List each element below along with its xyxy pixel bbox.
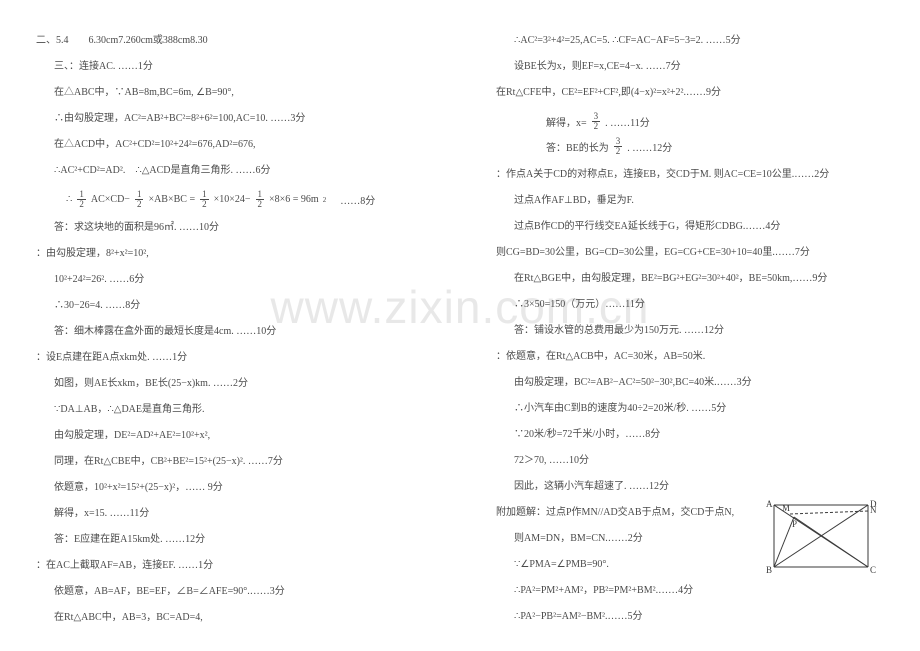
text-line: 在Rt△BGE中，由勾股定理，BE²=BG²+EG²=30²+40²，BE=50… [496, 266, 892, 292]
text-line: 三、：连接AC. ……1分 [36, 54, 432, 80]
formula-text: ∴ [66, 194, 72, 205]
formula-text: ×8×6 = 96m [269, 194, 319, 205]
fraction: 32 [592, 112, 601, 131]
text-line: ∴30−26=4. ……8分 [36, 293, 432, 319]
formula-text: AC×CD− [91, 194, 130, 205]
text-line: 过点A作AF⊥BD，垂足为F. [496, 188, 892, 214]
text-line: 依题意，10²+x²=15²+(25−x)²，…… 9分 [36, 475, 432, 501]
text-line: 在△ACD中，AC²+CD²=10²+24²=676,AD²=676, [36, 132, 432, 158]
right-column: ∴AC²=3²+4²=25,AC=5. ∴CF=AC−AF=5−3=2. ……5… [460, 0, 920, 651]
text-line: ：在AC上截取AF=AB，连接EF. ……1分 [36, 553, 432, 579]
text-line: ：依题意，在Rt△ACB中，AC=30米，AB=50米. [496, 344, 892, 370]
formula-text: ×AB×BC = [148, 194, 195, 205]
text-line: ：作点A关于CD的对称点E，连接EB，交CD于M. 则AC=CE=10公里.……… [496, 162, 892, 188]
text-line: 如图，则AE长xkm，BE长(25−x)km. ……2分 [36, 371, 432, 397]
text-line: ∴PA²−PB²=AM²−BM².……5分 [496, 604, 892, 630]
formula-text: ×10×24− [214, 194, 251, 205]
superscript: 2 [323, 196, 327, 204]
text-line: 由勾股定理，DE²=AD²+AE²=10²+x², [36, 423, 432, 449]
text-line: 答：细木棒露在盒外面的最短长度是4cm. ……10分 [36, 319, 432, 345]
text-line: 则CG=BD=30公里，BG=CD=30公里，EG=CG+CE=30+10=40… [496, 240, 892, 266]
page-columns: 二、5.4 6.30cm7.260cm或388cm8.30三、：连接AC. ……… [0, 0, 920, 651]
text-line: ∵DA⊥AB，∴△DAE是直角三角形. [36, 397, 432, 423]
text-line: ∵∠PMA=∠PMB=90°. [496, 552, 892, 578]
fraction: 12 [77, 190, 86, 209]
text-line: 在△ABC中，∵AB=8m,BC=6m, ∠B=90°, [36, 80, 432, 106]
text-line: 同理，在Rt△CBE中，CB²+BE²=15²+(25−x)². ……7分 [36, 449, 432, 475]
text-line: 答：E应建在距A15km处. ……12分 [36, 527, 432, 553]
text-line: ∴小汽车由C到B的速度为40÷2=20米/秒. ……5分 [496, 396, 892, 422]
text-line: 过点B作CD的平行线交EA延长线于G，得矩形CDBG.……4分 [496, 214, 892, 240]
formula-text: . ……11分 [605, 114, 650, 129]
text-line: 则AM=DN，BM=CN.……2分 [496, 526, 892, 552]
formula-text: 答：BE的长为 [526, 139, 609, 154]
text-line: 依题意，AB=AF，BE=EF，∠B=∠AFE=90°.……3分 [36, 579, 432, 605]
fraction: 12 [135, 190, 144, 209]
fraction: 12 [256, 190, 265, 209]
fraction: 32 [614, 137, 623, 156]
text-line: 答：求这块地的面积是96㎡. ……10分 [36, 215, 432, 241]
text-line: 在Rt△CFE中，CE²=EF²+CF²,即(4−x)²=x²+2².……9分 [496, 80, 892, 106]
text-line: 设BE长为x，则EF=x,CE=4−x. ……7分 [496, 54, 892, 80]
formula-line: 答：BE的长为 32 . ……12分 [526, 137, 892, 156]
text-line: 因此，这辆小汽车超速了. ……12分 [496, 474, 892, 500]
text-line: ∴3×50=150（万元）……11分 [496, 292, 892, 318]
formula-line: 解得，x= 32 . ……11分 [526, 112, 892, 131]
text-line: ∴由勾股定理，AC²=AB²+BC²=8²+6²=100,AC=10. ……3分 [36, 106, 432, 132]
text-line: ∵20米/秒=72千米/小时，……8分 [496, 422, 892, 448]
text-line: 10²+24²=26². ……6分 [36, 267, 432, 293]
formula-text: . ……12分 [627, 139, 672, 154]
text-line: 附加题解：过点P作MN//AD交AB于点M，交CD于点N, [496, 500, 892, 526]
text-line: 二、5.4 6.30cm7.260cm或388cm8.30 [36, 28, 432, 54]
text-line: 解得，x=15. ……11分 [36, 501, 432, 527]
formula-text: ……8分 [330, 192, 375, 207]
formula-text: 解得，x= [526, 114, 587, 129]
formula-line: ∴ 12 AC×CD− 12 ×AB×BC = 12 ×10×24− 12 ×8×6 = 96m… [66, 190, 432, 209]
text-line: ∴AC²=3²+4²=25,AC=5. ∴CF=AC−AF=5−3=2. ……5… [496, 28, 892, 54]
text-line: 72＞70, ……10分 [496, 448, 892, 474]
text-line: 在Rt△ABC中，AB=3，BC=AD=4, [36, 605, 432, 631]
text-line: ∴AC²+CD²=AD². ∴△ACD是直角三角形. ……6分 [36, 158, 432, 184]
fraction: 12 [200, 190, 209, 209]
left-column: 二、5.4 6.30cm7.260cm或388cm8.30三、：连接AC. ……… [0, 0, 460, 651]
text-line: 答：铺设水管的总费用最少为150万元. ……12分 [496, 318, 892, 344]
text-line: ：设E点建在距A点xkm处. ……1分 [36, 345, 432, 371]
text-line: ∴PA²=PM²+AM²，PB²=PM²+BM².……4分 [496, 578, 892, 604]
text-line: 由勾股定理，BC²=AB²−AC²=50²−30²,BC=40米.……3分 [496, 370, 892, 396]
text-line: ：由勾股定理，8²+x²=10², [36, 241, 432, 267]
